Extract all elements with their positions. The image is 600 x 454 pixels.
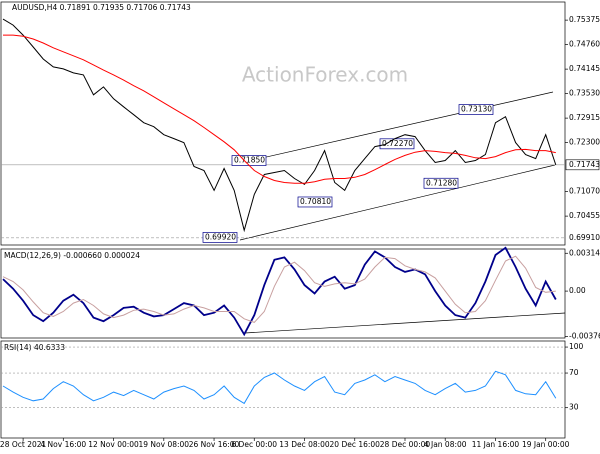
price-title: AUDUSD,H4 0.71891 0.71935 0.71706 0.7174… bbox=[12, 3, 191, 12]
y-tick-label: 0.70455 bbox=[569, 211, 600, 220]
price-line-label: 0.69910 bbox=[569, 233, 600, 242]
annotation-label: 0.70810 bbox=[300, 197, 331, 206]
annotation-box bbox=[423, 177, 459, 189]
y-tick-label: 0.74760 bbox=[569, 40, 600, 49]
x-tick-label: 28 Dec 00:00 bbox=[380, 440, 431, 449]
rsi-panel bbox=[0, 340, 566, 439]
series-line bbox=[3, 34, 556, 184]
channel-lower bbox=[239, 164, 556, 241]
macd-title: MACD(12,26,9) -0.000660 0.000024 bbox=[4, 251, 140, 260]
rsi-title: RSI(14) 40.6333 bbox=[4, 343, 65, 352]
macd-trendline bbox=[244, 312, 566, 334]
annotation-label: 0.71280 bbox=[426, 178, 457, 187]
x-tick-label: 26 Nov 16:00 bbox=[189, 440, 240, 449]
x-tick-label: 6 Dec 00:00 bbox=[231, 440, 277, 449]
annotation-label: 0.71850 bbox=[234, 156, 265, 165]
y-tick-label: 0.72300 bbox=[569, 138, 600, 147]
annotation-label: 0.72270 bbox=[382, 139, 413, 148]
annotation-label: 0.69920 bbox=[205, 232, 236, 241]
annotation-box bbox=[202, 232, 238, 243]
annotation-box bbox=[379, 138, 415, 150]
price-panel bbox=[0, 1, 566, 246]
annotation-box bbox=[458, 104, 494, 115]
x-tick-label: 4 Nov 16:00 bbox=[40, 440, 86, 449]
y-tick-label: 0.003145 bbox=[569, 248, 600, 257]
series-line bbox=[2, 370, 557, 405]
y-tick-label: 0.74145 bbox=[569, 64, 600, 73]
x-tick-label: 4 Jan 08:00 bbox=[424, 440, 467, 449]
y-tick-label: 0.75375 bbox=[569, 15, 600, 24]
y-tick-label: 70 bbox=[569, 368, 579, 377]
y-tick-label: 100 bbox=[569, 342, 584, 351]
series-line bbox=[2, 255, 556, 323]
y-tick-label: 0.71070 bbox=[569, 187, 600, 196]
channel-upper bbox=[239, 91, 554, 164]
x-tick-label: 28 Oct 2021 bbox=[0, 440, 47, 449]
x-tick-label: 12 Nov 00:00 bbox=[88, 440, 139, 449]
x-tick-label: 19 Nov 08:00 bbox=[139, 440, 190, 449]
x-tick-label: 19 Jan 00:00 bbox=[522, 440, 570, 449]
price-label-box bbox=[565, 159, 600, 171]
x-tick-label: 20 Dec 16:00 bbox=[330, 440, 381, 449]
y-tick-label: 0.73530 bbox=[569, 89, 600, 98]
y-tick-label: 0.72915 bbox=[569, 113, 600, 122]
series-line bbox=[2, 246, 557, 337]
macd-panel bbox=[0, 248, 566, 339]
price-line-label: 0.71743 bbox=[569, 160, 600, 169]
y-tick-label: 0.00 bbox=[569, 286, 586, 295]
annotation-box bbox=[297, 196, 333, 208]
series-line bbox=[2, 18, 557, 233]
y-tick-label: -0.003768 bbox=[569, 331, 600, 340]
annotation-label: 0.73130 bbox=[461, 105, 492, 114]
watermark: ActionForex.com bbox=[242, 63, 408, 87]
x-tick-label: 11 Jan 16:00 bbox=[472, 440, 520, 449]
x-tick-label: 13 Dec 08:00 bbox=[279, 440, 330, 449]
y-tick-label: 30 bbox=[569, 403, 579, 412]
